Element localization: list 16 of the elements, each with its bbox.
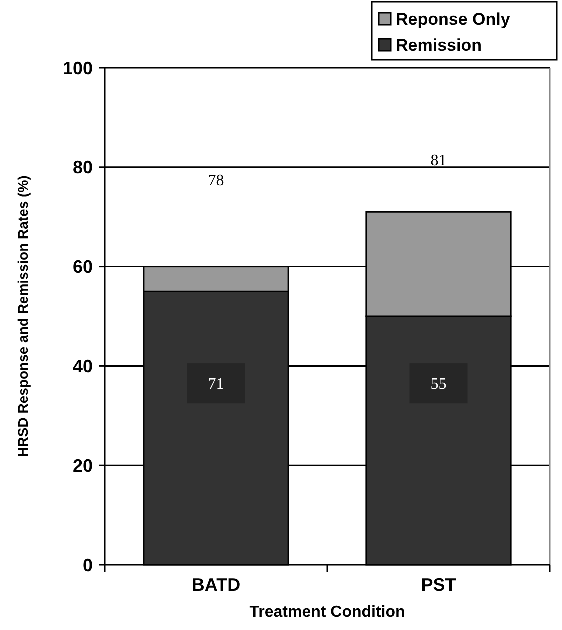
y-tick-label: 100 (62, 58, 93, 78)
y-tick-label: 60 (72, 257, 93, 278)
legend-label: Remission (396, 36, 482, 55)
annotation: 78 (208, 172, 224, 190)
x-tick-label: PST (421, 575, 456, 595)
annotation: 71 (208, 376, 224, 394)
annotation: 81 (430, 152, 447, 170)
y-tick-label: 40 (72, 356, 93, 376)
x-tick-label: BATD (192, 575, 241, 595)
y-tick-label: 20 (72, 456, 93, 476)
y-tick-label: 80 (72, 158, 93, 178)
y-axis-title: HRSD Response and Remission Rates (%) (15, 176, 31, 458)
y-tick-label: 0 (82, 555, 93, 576)
x-axis-title: Treatment Condition (250, 604, 406, 621)
annotation: 55 (430, 376, 447, 394)
legend-label: Reponse Only (396, 10, 511, 29)
